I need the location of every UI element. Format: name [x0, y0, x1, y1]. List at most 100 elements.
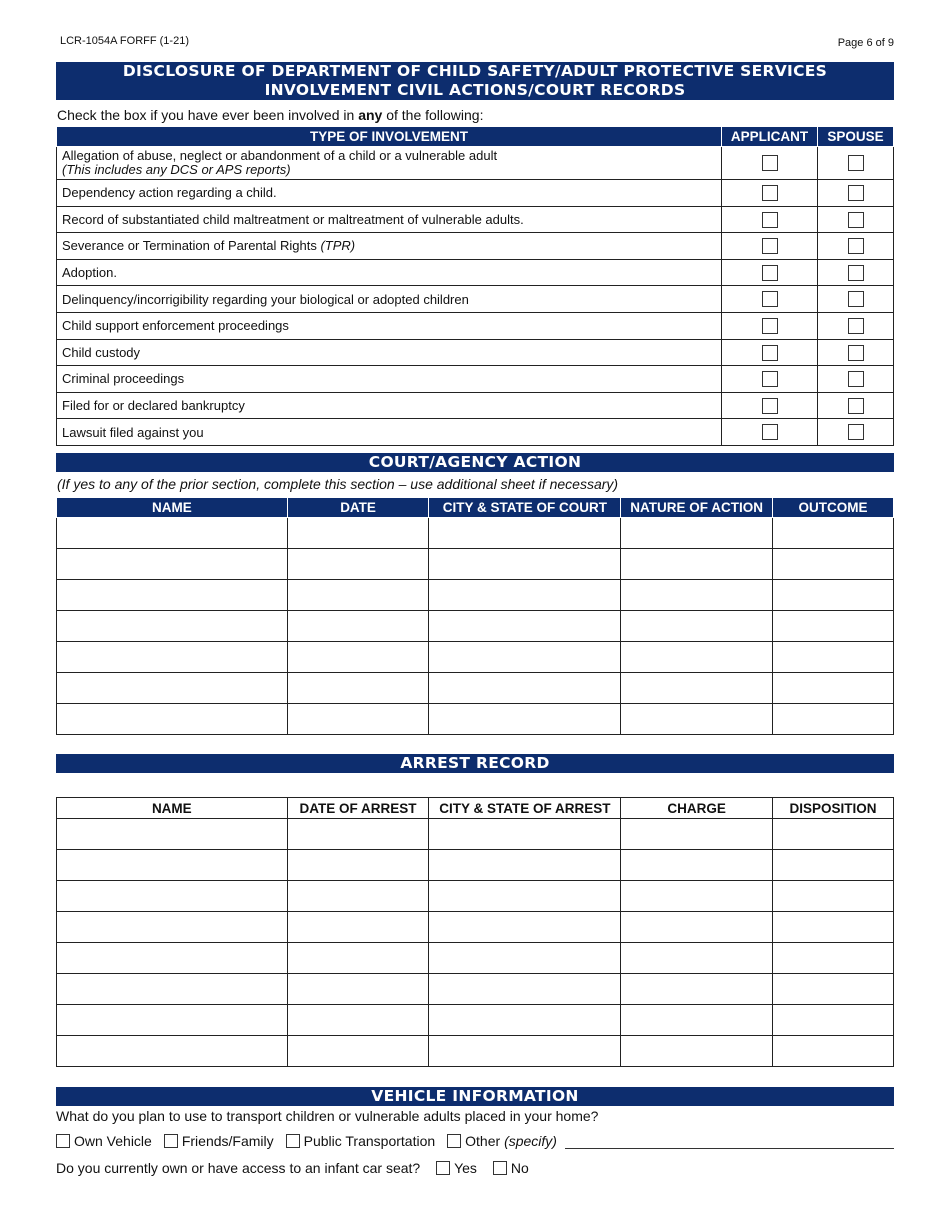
entry-cell[interactable] [428, 641, 622, 673]
entry-cell[interactable] [56, 548, 288, 580]
entry-cell[interactable] [428, 703, 622, 735]
entry-cell[interactable] [56, 911, 288, 943]
entry-cell[interactable] [772, 672, 894, 704]
entry-cell[interactable] [56, 517, 288, 549]
entry-cell[interactable] [620, 548, 774, 580]
entry-cell[interactable] [428, 911, 622, 943]
spouse-checkbox[interactable] [847, 371, 864, 388]
entry-cell[interactable] [56, 973, 288, 1005]
entry-cell[interactable] [620, 579, 774, 611]
option-friends-family[interactable]: Friends/Family [163, 1133, 274, 1150]
entry-cell[interactable] [56, 610, 288, 642]
entry-cell[interactable] [772, 911, 894, 943]
entry-cell[interactable] [56, 1035, 288, 1067]
applicant-checkbox[interactable] [761, 424, 778, 441]
entry-cell[interactable] [286, 672, 430, 704]
entry-cell[interactable] [428, 973, 622, 1005]
entry-cell[interactable] [428, 672, 622, 704]
entry-cell[interactable] [620, 703, 774, 735]
entry-cell[interactable] [56, 703, 288, 735]
checkbox[interactable] [163, 1134, 178, 1149]
entry-cell[interactable] [428, 942, 622, 974]
entry-cell[interactable] [772, 579, 894, 611]
spouse-checkbox[interactable] [847, 211, 864, 228]
entry-cell[interactable] [620, 911, 774, 943]
entry-cell[interactable] [772, 973, 894, 1005]
applicant-checkbox[interactable] [761, 344, 778, 361]
entry-cell[interactable] [428, 579, 622, 611]
applicant-checkbox[interactable] [761, 238, 778, 255]
checkbox[interactable] [436, 1161, 451, 1176]
entry-cell[interactable] [772, 610, 894, 642]
entry-cell[interactable] [428, 1004, 622, 1036]
entry-cell[interactable] [428, 880, 622, 912]
entry-cell[interactable] [286, 942, 430, 974]
option-yes[interactable]: Yes [436, 1160, 477, 1176]
applicant-checkbox[interactable] [761, 318, 778, 335]
entry-cell[interactable] [286, 818, 430, 850]
entry-cell[interactable] [428, 517, 622, 549]
entry-cell[interactable] [56, 641, 288, 673]
entry-cell[interactable] [56, 818, 288, 850]
entry-cell[interactable] [772, 880, 894, 912]
spouse-checkbox[interactable] [847, 424, 864, 441]
entry-cell[interactable] [772, 1035, 894, 1067]
entry-cell[interactable] [772, 703, 894, 735]
entry-cell[interactable] [286, 517, 430, 549]
entry-cell[interactable] [620, 973, 774, 1005]
entry-cell[interactable] [56, 849, 288, 881]
entry-cell[interactable] [620, 641, 774, 673]
entry-cell[interactable] [56, 880, 288, 912]
spouse-checkbox[interactable] [847, 318, 864, 335]
entry-cell[interactable] [56, 942, 288, 974]
spouse-checkbox[interactable] [847, 344, 864, 361]
spouse-checkbox[interactable] [847, 185, 864, 202]
entry-cell[interactable] [286, 911, 430, 943]
entry-cell[interactable] [286, 548, 430, 580]
applicant-checkbox[interactable] [761, 397, 778, 414]
entry-cell[interactable] [286, 610, 430, 642]
entry-cell[interactable] [620, 849, 774, 881]
entry-cell[interactable] [772, 942, 894, 974]
checkbox[interactable] [56, 1134, 70, 1149]
entry-cell[interactable] [620, 1004, 774, 1036]
spouse-checkbox[interactable] [847, 238, 864, 255]
entry-cell[interactable] [620, 818, 774, 850]
entry-cell[interactable] [620, 517, 774, 549]
entry-cell[interactable] [620, 610, 774, 642]
entry-cell[interactable] [286, 1004, 430, 1036]
entry-cell[interactable] [772, 1004, 894, 1036]
entry-cell[interactable] [56, 579, 288, 611]
entry-cell[interactable] [620, 1035, 774, 1067]
entry-cell[interactable] [620, 672, 774, 704]
entry-cell[interactable] [428, 610, 622, 642]
option-no[interactable]: No [492, 1160, 529, 1176]
entry-cell[interactable] [772, 517, 894, 549]
checkbox[interactable] [285, 1134, 300, 1149]
other-specify-field[interactable] [564, 1135, 894, 1149]
checkbox[interactable] [447, 1134, 462, 1149]
entry-cell[interactable] [286, 641, 430, 673]
spouse-checkbox[interactable] [847, 264, 864, 281]
entry-cell[interactable] [286, 849, 430, 881]
spouse-checkbox[interactable] [847, 397, 864, 414]
applicant-checkbox[interactable] [761, 211, 778, 228]
spouse-checkbox[interactable] [847, 291, 864, 308]
entry-cell[interactable] [286, 1035, 430, 1067]
entry-cell[interactable] [772, 641, 894, 673]
entry-cell[interactable] [286, 579, 430, 611]
option-public-transportation[interactable]: Public Transportation [285, 1133, 435, 1150]
applicant-checkbox[interactable] [761, 371, 778, 388]
entry-cell[interactable] [620, 942, 774, 974]
entry-cell[interactable] [772, 849, 894, 881]
entry-cell[interactable] [428, 1035, 622, 1067]
entry-cell[interactable] [620, 880, 774, 912]
applicant-checkbox[interactable] [761, 155, 778, 172]
entry-cell[interactable] [772, 548, 894, 580]
entry-cell[interactable] [286, 703, 430, 735]
entry-cell[interactable] [56, 672, 288, 704]
option-own-vehicle[interactable]: Own Vehicle [56, 1133, 152, 1150]
entry-cell[interactable] [56, 1004, 288, 1036]
spouse-checkbox[interactable] [847, 155, 864, 172]
entry-cell[interactable] [286, 880, 430, 912]
